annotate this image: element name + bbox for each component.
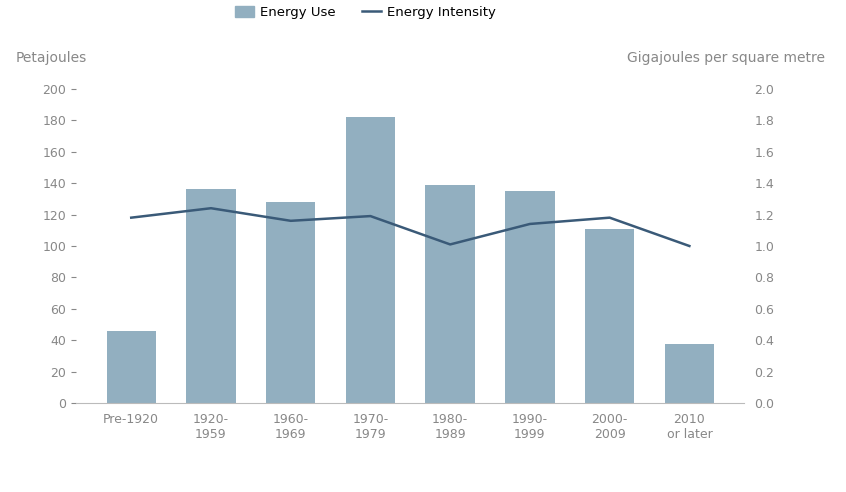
Bar xyxy=(665,343,714,403)
Bar xyxy=(107,331,156,403)
Bar xyxy=(585,229,634,403)
Bar xyxy=(266,202,316,403)
Bar xyxy=(346,117,395,403)
Text: Petajoules: Petajoules xyxy=(16,51,87,65)
Legend: Energy Use, Energy Intensity: Energy Use, Energy Intensity xyxy=(230,0,502,24)
Text: Gigajoules per square metre: Gigajoules per square metre xyxy=(627,51,825,65)
Bar xyxy=(186,189,236,403)
Bar xyxy=(505,191,555,403)
Bar xyxy=(426,184,475,403)
